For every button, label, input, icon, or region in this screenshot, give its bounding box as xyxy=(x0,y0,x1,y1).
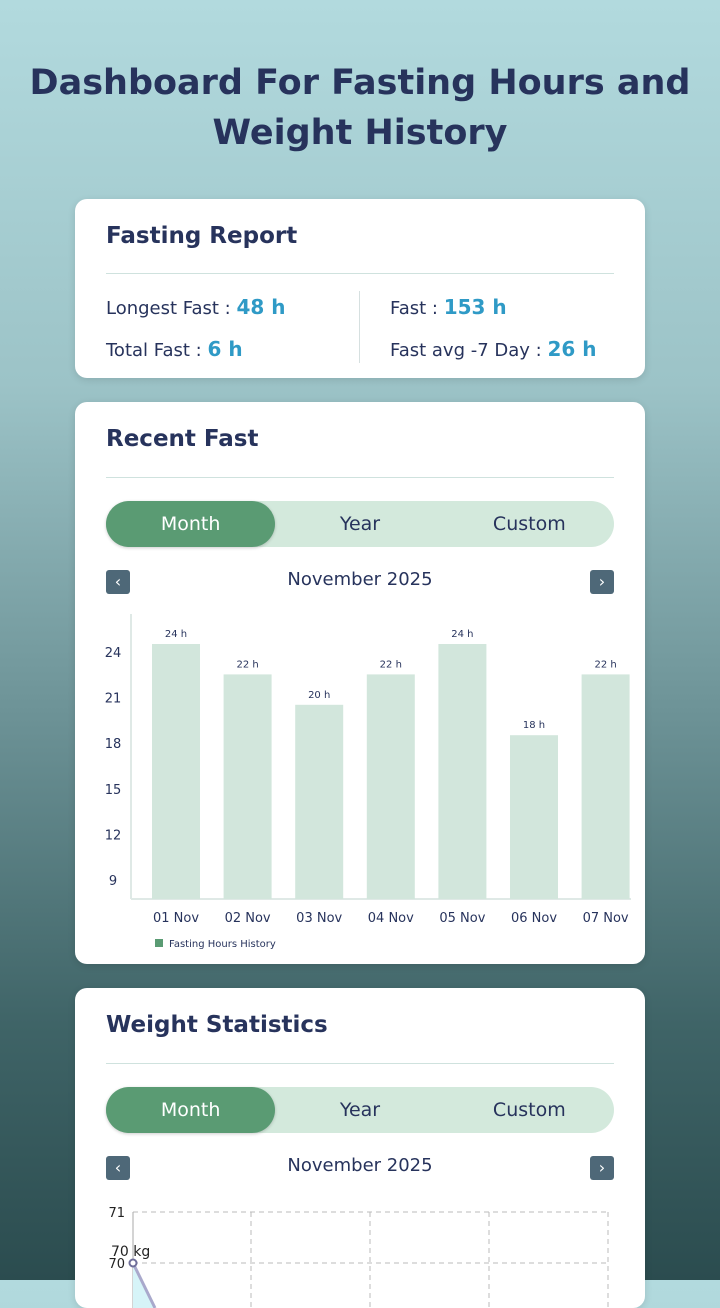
bar xyxy=(295,704,344,899)
bar xyxy=(366,674,415,899)
y-tick-label: 70 xyxy=(108,1257,125,1272)
stat-value: 26 h xyxy=(547,337,597,361)
divider xyxy=(359,291,360,363)
divider xyxy=(106,273,614,274)
bar xyxy=(438,644,487,899)
legend-label: Fasting Hours History xyxy=(169,939,276,950)
bar xyxy=(223,674,272,899)
x-tick-label: 03 Nov xyxy=(296,911,342,926)
tab-custom[interactable]: Custom xyxy=(492,1099,566,1121)
bar-data-label: 24 h xyxy=(451,629,473,640)
y-tick-label: 12 xyxy=(105,828,122,843)
chevron-right-icon: › xyxy=(598,1158,606,1177)
fast-avg-stat: Fast avg -7 Day : 26 h xyxy=(390,337,597,361)
bar xyxy=(581,674,630,899)
tab-custom[interactable]: Custom xyxy=(492,513,566,535)
bar-data-label: 22 h xyxy=(380,659,402,670)
chevron-right-icon: › xyxy=(598,572,606,591)
page-title: Dashboard For Fasting Hours and Weight H… xyxy=(29,63,691,153)
y-tick-label: 15 xyxy=(105,783,122,798)
prev-month-button[interactable]: ‹ xyxy=(106,1156,130,1180)
y-tick-label: 24 xyxy=(105,646,122,661)
card-title: Weight Statistics xyxy=(106,1012,328,1038)
stat-label: Total Fast : xyxy=(106,340,208,361)
y-tick-label: 9 xyxy=(109,874,117,889)
bar-data-label: 20 h xyxy=(308,690,330,701)
x-tick-label: 02 Nov xyxy=(225,911,271,926)
chevron-left-icon: ‹ xyxy=(114,1158,122,1177)
fast-stat: Fast : 153 h xyxy=(390,295,507,319)
x-tick-label: 05 Nov xyxy=(439,911,485,926)
bar-data-label: 22 h xyxy=(236,659,258,670)
stat-value: 153 h xyxy=(443,295,507,319)
month-label: November 2025 xyxy=(287,1155,433,1176)
stat-label: Fast avg -7 Day : xyxy=(390,340,548,361)
fasting-report-card: Fasting Report Longest Fast : 48 h Total… xyxy=(75,199,645,378)
data-label: 70 kg xyxy=(111,1244,150,1260)
tab-month[interactable]: Month xyxy=(106,501,276,547)
period-tabs: Month Year Custom xyxy=(106,501,614,547)
x-tick-label: 01 Nov xyxy=(153,911,199,926)
bar-data-label: 18 h xyxy=(523,720,545,731)
divider xyxy=(106,1063,614,1064)
longest-fast-stat: Longest Fast : 48 h xyxy=(106,295,286,319)
weight-statistics-card: Weight Statistics Month Year Custom Nove… xyxy=(75,988,645,1308)
prev-month-button[interactable]: ‹ xyxy=(106,570,130,594)
stat-value: 6 h xyxy=(207,337,243,361)
x-tick-label: 04 Nov xyxy=(368,911,414,926)
y-tick-label: 21 xyxy=(105,692,122,707)
x-tick-label: 06 Nov xyxy=(511,911,557,926)
stat-label: Fast : xyxy=(390,298,444,319)
bar xyxy=(510,735,558,899)
total-fast-stat: Total Fast : 6 h xyxy=(106,337,243,361)
y-tick-label: 18 xyxy=(105,737,122,752)
bar-data-label: 24 h xyxy=(165,629,187,640)
fasting-bar-chart: 9 12 15 18 21 24 24 h 01 Nov 22 h 02 Nov 20 h 03 No… xyxy=(105,614,631,950)
stat-label: Longest Fast : xyxy=(106,298,237,319)
legend-swatch xyxy=(155,939,163,947)
month-label: November 2025 xyxy=(287,569,433,590)
weight-line-chart: 70 71 70 kg xyxy=(108,1206,609,1308)
tab-month[interactable]: Month xyxy=(106,1087,276,1133)
bar-data-label: 22 h xyxy=(594,659,616,670)
card-title: Fasting Report xyxy=(106,223,298,249)
tab-year[interactable]: Year xyxy=(339,513,381,535)
x-tick-label: 07 Nov xyxy=(583,911,629,926)
card-title: Recent Fast xyxy=(106,426,259,452)
next-month-button[interactable]: › xyxy=(590,1156,614,1180)
recent-fast-card: Recent Fast Month Year Custom November 2… xyxy=(75,402,645,964)
next-month-button[interactable]: › xyxy=(590,570,614,594)
divider xyxy=(106,477,614,478)
data-point xyxy=(128,1258,138,1268)
stat-value: 48 h xyxy=(236,295,286,319)
tab-year[interactable]: Year xyxy=(339,1099,381,1121)
y-tick-label: 71 xyxy=(108,1206,125,1221)
chevron-left-icon: ‹ xyxy=(114,572,122,591)
bar xyxy=(152,644,200,899)
period-tabs: Month Year Custom xyxy=(106,1087,614,1133)
